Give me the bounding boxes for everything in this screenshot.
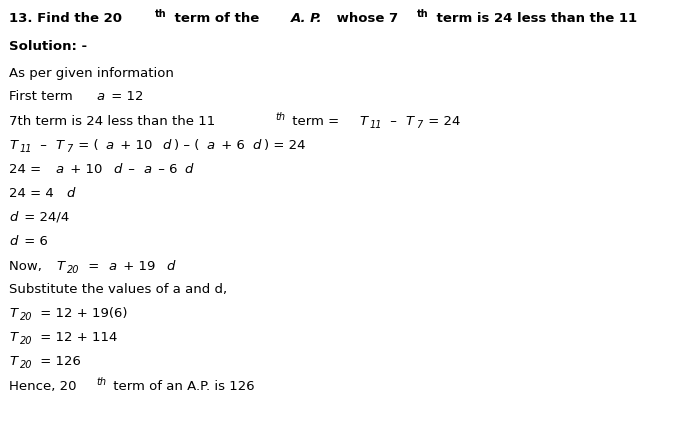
Text: 11: 11	[370, 120, 382, 130]
Text: a: a	[97, 90, 105, 103]
Text: 20: 20	[19, 336, 32, 346]
Text: As per given information: As per given information	[9, 67, 174, 80]
Text: 20: 20	[19, 312, 32, 322]
Text: – 6: – 6	[154, 163, 178, 176]
Text: ) – (: ) – (	[173, 139, 199, 152]
Text: –: –	[36, 139, 50, 152]
Text: d: d	[113, 163, 122, 176]
Text: d: d	[253, 139, 261, 152]
Text: term of an A.P. is 126: term of an A.P. is 126	[109, 380, 254, 393]
Text: =: =	[84, 260, 103, 273]
Text: T: T	[55, 139, 64, 152]
Text: whose 7: whose 7	[332, 12, 398, 25]
Text: = 24: = 24	[424, 115, 460, 128]
Text: 24 =: 24 =	[9, 163, 46, 176]
Text: + 6: + 6	[217, 139, 245, 152]
Text: First term: First term	[9, 90, 77, 103]
Text: = 12 + 114: = 12 + 114	[36, 331, 117, 344]
Text: th: th	[417, 9, 428, 19]
Text: term of the: term of the	[170, 12, 264, 25]
Text: a: a	[207, 139, 214, 152]
Text: + 19: + 19	[119, 260, 155, 273]
Text: 11: 11	[19, 144, 32, 154]
Text: = (: = (	[74, 139, 98, 152]
Text: = 126: = 126	[36, 355, 80, 368]
Text: ) = 24: ) = 24	[264, 139, 305, 152]
Text: 20: 20	[68, 265, 80, 275]
Text: = 12 + 19(6): = 12 + 19(6)	[36, 307, 127, 320]
Text: 7: 7	[416, 120, 422, 130]
Text: d: d	[9, 235, 17, 248]
Text: th: th	[155, 9, 167, 19]
Text: term is 24 less than the 11: term is 24 less than the 11	[432, 12, 637, 25]
Text: Now,: Now,	[9, 260, 46, 273]
Text: a: a	[106, 139, 113, 152]
Text: d: d	[9, 211, 17, 224]
Text: T: T	[57, 260, 65, 273]
Text: A. P.: A. P.	[291, 12, 323, 25]
Text: T: T	[406, 115, 414, 128]
Text: Hence, 20: Hence, 20	[9, 380, 77, 393]
Text: th: th	[96, 377, 106, 387]
Text: –: –	[386, 115, 401, 128]
Text: a: a	[144, 163, 152, 176]
Text: T: T	[359, 115, 368, 128]
Text: T: T	[9, 307, 17, 320]
Text: 24 = 4: 24 = 4	[9, 187, 54, 200]
Text: Solution: -: Solution: -	[9, 40, 87, 53]
Text: th: th	[275, 112, 285, 122]
Text: + 10: + 10	[116, 139, 152, 152]
Text: term =: term =	[288, 115, 343, 128]
Text: T: T	[9, 139, 17, 152]
Text: d: d	[67, 187, 75, 200]
Text: + 10: + 10	[66, 163, 103, 176]
Text: d: d	[163, 139, 171, 152]
Text: = 24/4: = 24/4	[20, 211, 69, 224]
Text: d: d	[184, 163, 193, 176]
Text: a: a	[108, 260, 117, 273]
Text: d: d	[166, 260, 174, 273]
Text: T: T	[9, 355, 17, 368]
Text: a: a	[56, 163, 64, 176]
Text: T: T	[9, 331, 17, 344]
Text: 7: 7	[66, 144, 72, 154]
Text: 13. Find the 20: 13. Find the 20	[9, 12, 122, 25]
Text: = 6: = 6	[20, 235, 48, 248]
Text: Substitute the values of a and d,: Substitute the values of a and d,	[9, 283, 227, 296]
Text: 7th term is 24 less than the 11: 7th term is 24 less than the 11	[9, 115, 216, 128]
Text: 20: 20	[19, 360, 32, 370]
Text: –: –	[124, 163, 140, 176]
Text: = 12: = 12	[107, 90, 144, 103]
